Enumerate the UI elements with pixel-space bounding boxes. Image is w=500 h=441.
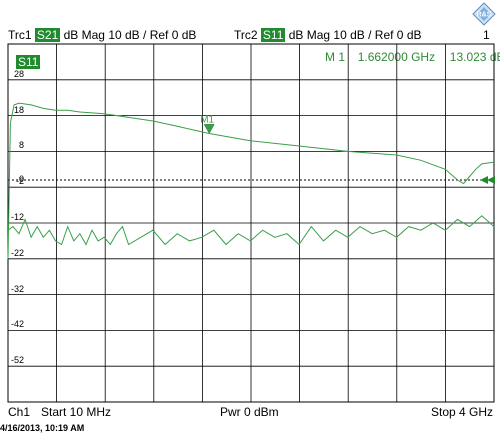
marker-readout-label: M 1 [325,50,346,64]
marker-readout-value: 13.023 dB [449,50,500,64]
y-tick-label: -32 [10,283,24,294]
active-trace-badge: S11 [16,55,41,69]
ref-arrow-icon[interactable] [487,176,495,185]
channel-index: 1 [483,28,490,42]
marker-readout: M 1 1.662000 GHz 13.023 dB [325,50,500,64]
trace1-header[interactable]: Trc1 S21 dB Mag 10 dB / Ref 0 dB [8,28,196,42]
stop-frequency[interactable]: Stop 4 GHz [431,405,494,419]
trace1-scale: 10 dB / [108,28,147,42]
timestamp: 4/16/2013, 10:19 AM [0,423,85,433]
svg-text:R&S: R&S [477,12,492,19]
start-frequency[interactable]: Start 10 MHz [41,405,112,419]
y-tick-label: 8 [18,140,24,151]
active-trace-label[interactable]: S11 [16,55,41,69]
rohde-schwarz-logo-icon: R&S [472,2,496,26]
y-tick-label: -22 [10,247,24,258]
trace1-ref: Ref 0 dB [149,28,197,42]
y-tick-label: -52 [10,355,24,366]
y-tick-label: -2 [15,176,24,187]
ref-arrow-icon[interactable] [480,176,488,185]
y-tick-label: 18 [13,104,24,115]
markers: M1 [200,114,495,185]
y-tick-label: -12 [10,212,24,222]
trace1-label: Trc1 [8,28,32,42]
power-level[interactable]: Pwr 0 dBm [220,405,279,419]
trace2-badge[interactable]: S11 [260,28,286,42]
marker-m1-icon[interactable] [203,124,215,134]
trace2-label: Trc2 [234,28,258,42]
trace1-format: dB Mag [63,28,105,42]
trace2-format: dB Mag [288,28,331,42]
grid [7,43,495,403]
marker-readout-freq: 1.662000 GHz [357,50,436,64]
channel-label[interactable]: Ch1 [8,405,31,419]
trace2-scale: 10 dB / [333,28,372,42]
y-tick-label: 28 [13,68,24,79]
trace2-header[interactable]: Trc2 S11 dB Mag 10 dB / Ref 0 dB [234,28,422,42]
y-tick-label: -42 [10,319,24,330]
marker-m1-label: M1 [200,114,214,125]
trace2-ref: Ref 0 dB [374,28,422,42]
trace1-badge[interactable]: S21 [34,28,61,42]
trace-s11 [7,215,495,246]
ref-level-label: 0 [18,174,24,184]
